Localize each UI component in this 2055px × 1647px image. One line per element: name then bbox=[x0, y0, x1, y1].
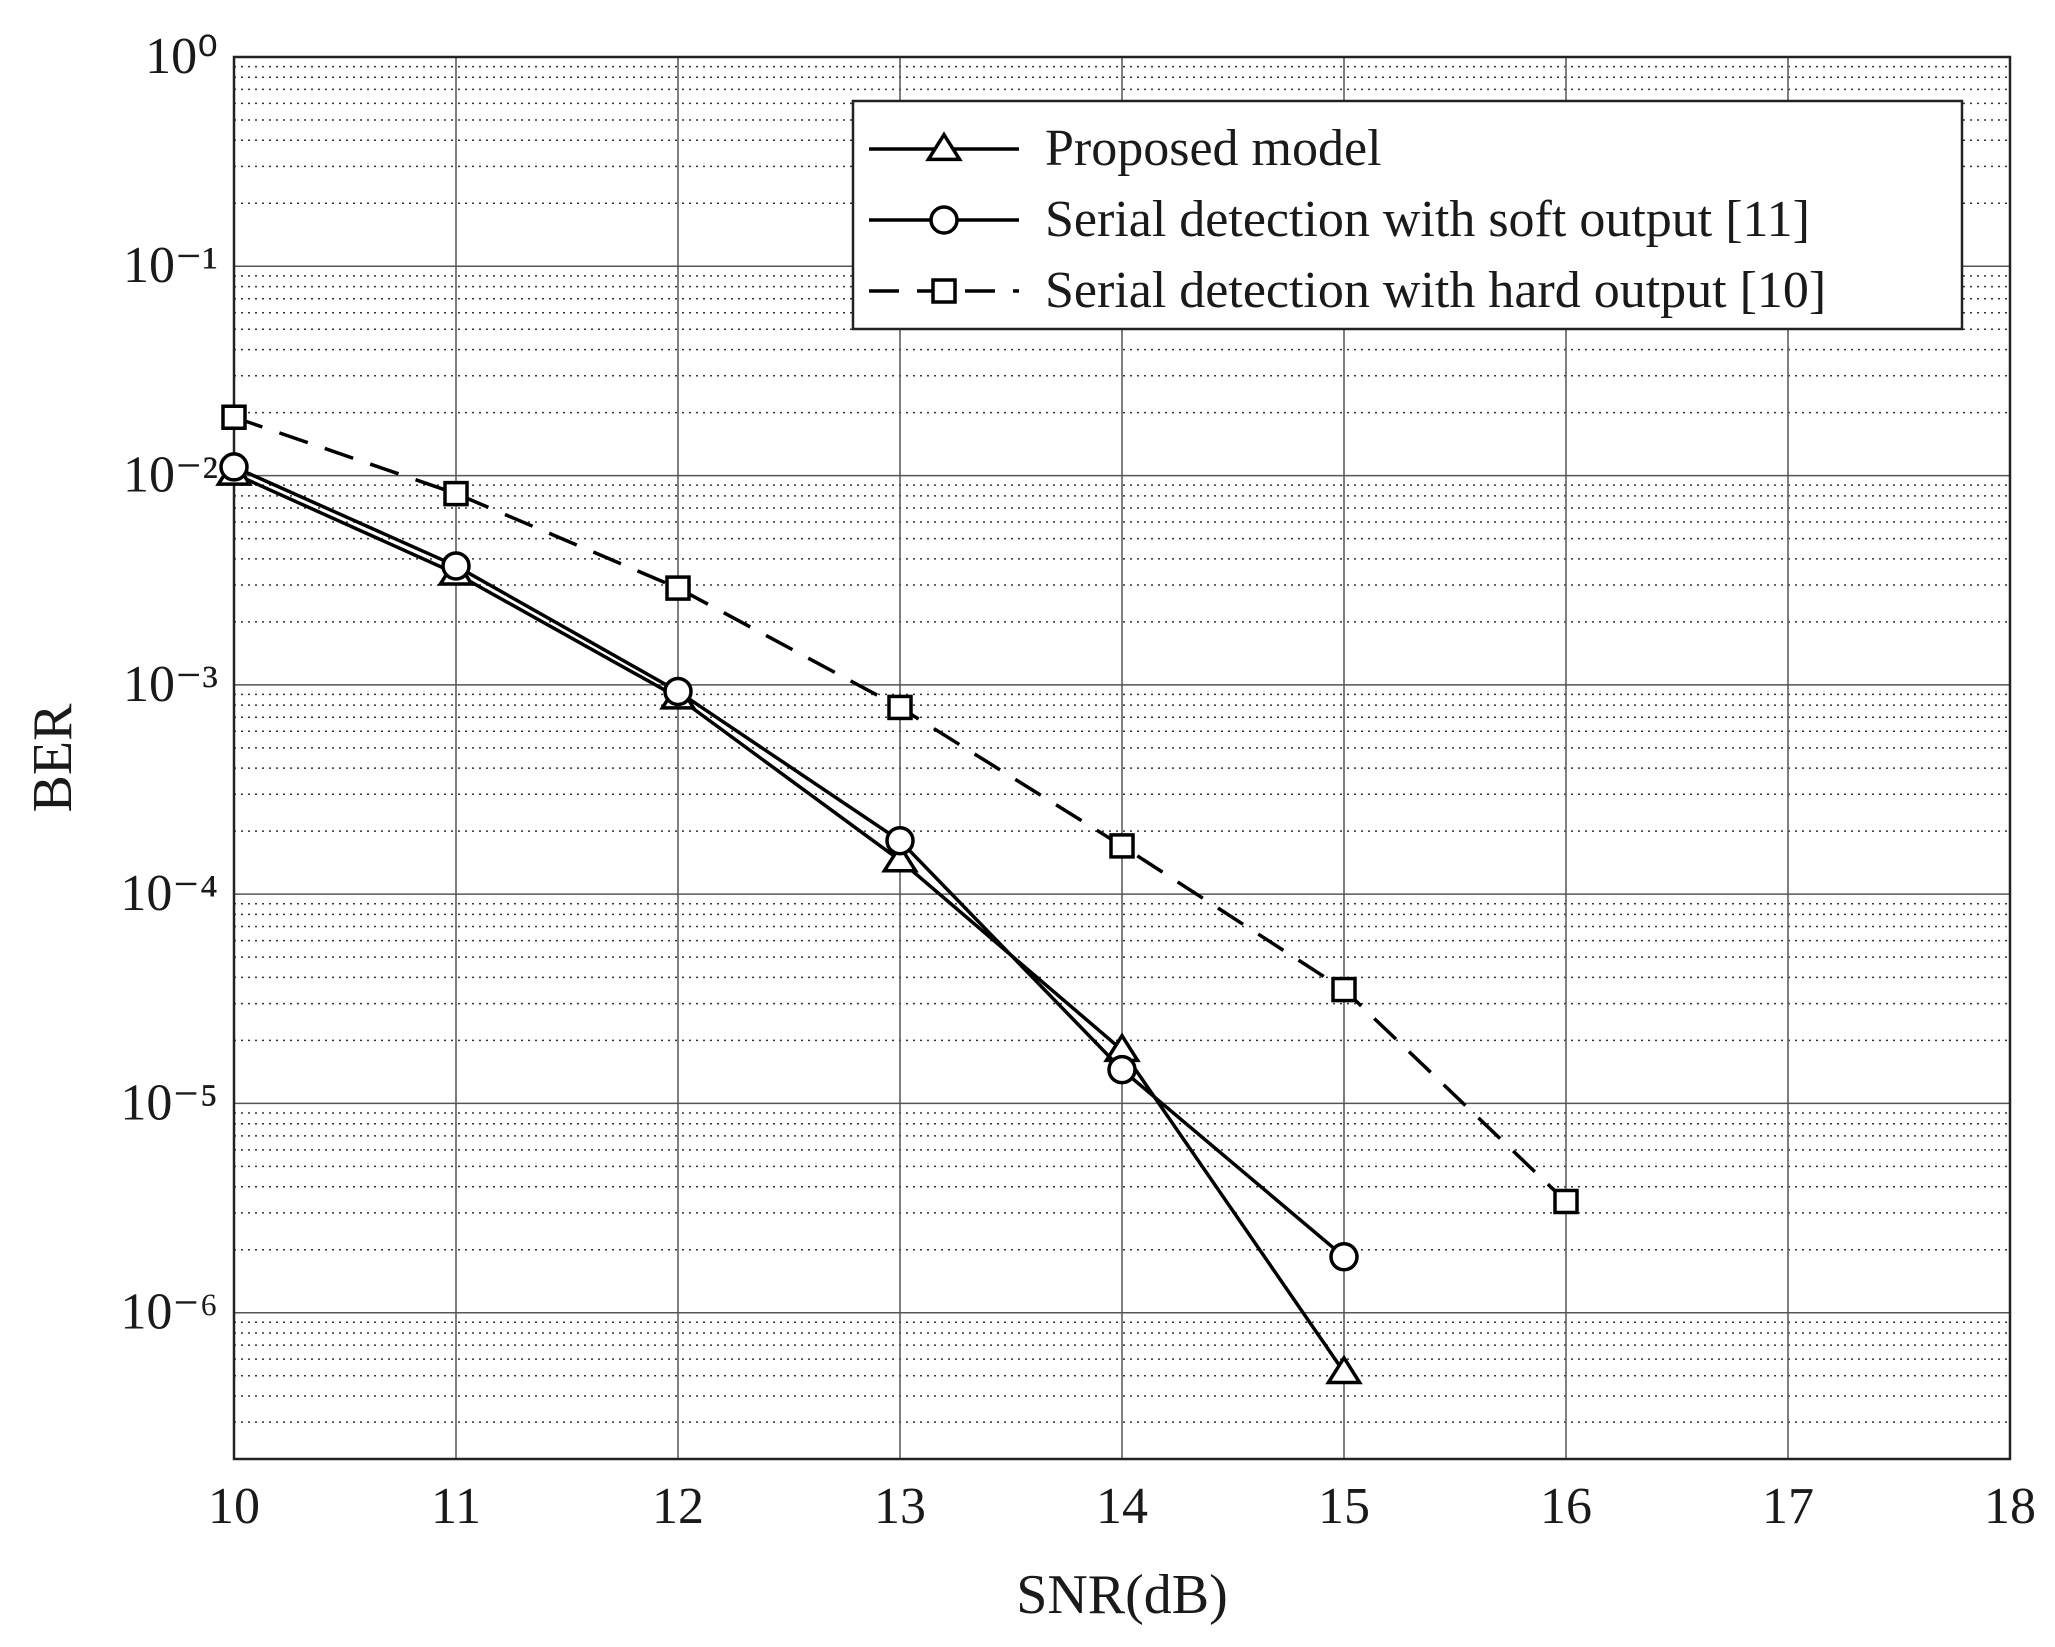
marker bbox=[1553, 1188, 1579, 1215]
x-tick-label: 10 bbox=[208, 1478, 260, 1535]
y-tick-label: 10⁻⁶ bbox=[120, 1284, 218, 1341]
x-tick-label: 16 bbox=[1540, 1478, 1592, 1535]
marker bbox=[1107, 1054, 1137, 1085]
legend-label: Serial detection with soft output [11] bbox=[1045, 191, 1810, 248]
legend-label: Proposed model bbox=[1045, 120, 1382, 177]
plot-frame bbox=[232, 55, 2012, 1461]
y-tick-label: 10⁻⁴ bbox=[120, 865, 218, 922]
marker bbox=[887, 694, 913, 721]
marker bbox=[1325, 1354, 1363, 1385]
legend-label: Serial detection with hard output [10] bbox=[1045, 262, 1826, 319]
marker bbox=[1329, 1242, 1359, 1272]
y-axis-label: BER bbox=[22, 703, 84, 813]
x-tick-label: 17 bbox=[1762, 1478, 1814, 1535]
series-line bbox=[233, 465, 1346, 1259]
marker bbox=[1331, 976, 1357, 1003]
marker bbox=[441, 551, 471, 581]
marker bbox=[443, 480, 469, 507]
marker bbox=[925, 131, 963, 162]
marker bbox=[221, 404, 247, 430]
marker bbox=[219, 452, 249, 482]
marker bbox=[1109, 833, 1135, 859]
y-tick-label: 10⁻¹ bbox=[123, 237, 218, 294]
marker bbox=[665, 575, 691, 601]
marker bbox=[929, 205, 959, 235]
marker bbox=[885, 825, 915, 856]
x-tick-label: 14 bbox=[1096, 1478, 1148, 1535]
x-tick-label: 15 bbox=[1318, 1478, 1370, 1535]
y-tick-label: 10⁻² bbox=[123, 447, 218, 504]
legend-box bbox=[851, 99, 1964, 331]
x-tick-label: 12 bbox=[652, 1478, 704, 1535]
y-tick-label: 10⁻⁵ bbox=[120, 1074, 218, 1131]
marker bbox=[931, 278, 957, 304]
x-axis-label: SNR(dB) bbox=[1016, 1564, 1228, 1626]
x-tick-label: 13 bbox=[874, 1478, 926, 1535]
series-line bbox=[233, 472, 1346, 1374]
y-tick-label: 10⁰ bbox=[145, 28, 218, 85]
y-tick-label: 10⁻³ bbox=[123, 656, 218, 713]
marker bbox=[663, 676, 693, 707]
x-tick-label: 11 bbox=[431, 1478, 481, 1535]
marker bbox=[881, 842, 919, 873]
x-tick-label: 18 bbox=[1984, 1478, 2036, 1535]
